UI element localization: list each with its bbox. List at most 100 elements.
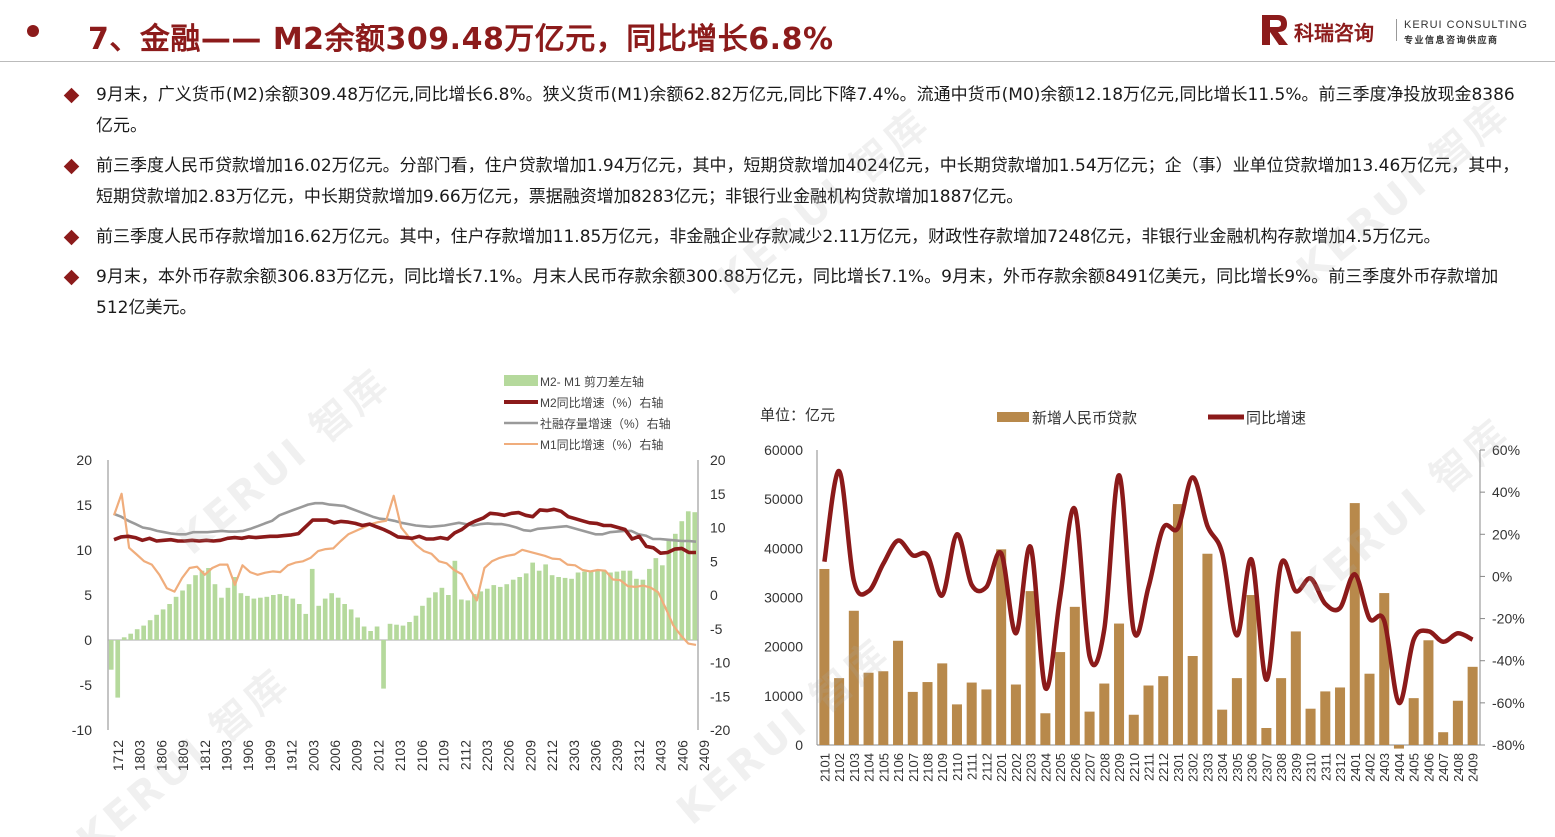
gap-bar [608, 572, 613, 640]
gap-bar [582, 571, 587, 640]
x-tick-label: 1712 [110, 740, 126, 771]
x-tick-label: 2404 [1392, 753, 1407, 782]
right-y-tick-label: -20 [710, 722, 730, 738]
right-y-tick-label: -10 [710, 655, 730, 671]
x-tick-label: 2106 [891, 753, 906, 782]
gap-bar [685, 511, 691, 640]
x-tick-label: 2212 [544, 740, 560, 771]
bullet-text: 9月末，广义货币(M2)余额309.48万亿元,同比增长6.8%。狭义货币(M1… [96, 85, 1515, 136]
loan-bar [1231, 678, 1242, 745]
right-y-tick-label: -15 [710, 688, 730, 704]
loan-bar [863, 672, 874, 745]
gap-bar [199, 570, 205, 640]
gap-bar [134, 629, 140, 640]
gap-bar [530, 562, 536, 640]
gap-bar [329, 593, 335, 640]
gap-bar [640, 579, 646, 640]
loan-bar [966, 682, 977, 745]
gap-bar [439, 587, 445, 640]
gap-bar [543, 564, 548, 640]
gap-bar [407, 622, 412, 640]
x-tick-label: 2306 [1245, 753, 1260, 782]
diamond-bullet-icon [63, 269, 80, 286]
loan-bar [1069, 606, 1080, 745]
gap-bar [348, 609, 354, 640]
x-tick-label: 1812 [197, 740, 213, 771]
right-y-tick-label: 20 [710, 452, 726, 468]
loan-bar [1335, 687, 1346, 745]
right-y-tick-label: 40% [1492, 484, 1520, 500]
x-tick-label: 2310 [1304, 753, 1319, 782]
loan-bar [1040, 713, 1051, 745]
x-tick-label: 2407 [1436, 753, 1451, 782]
x-tick-label: 2212 [1156, 753, 1171, 782]
x-tick-label: 2203 [1024, 753, 1039, 782]
gap-bar [193, 575, 198, 640]
x-tick-label: 2403 [1377, 753, 1392, 782]
loan-bar [893, 640, 904, 745]
gap-bar [167, 604, 172, 640]
title-dot-icon [27, 25, 39, 37]
loan-bar [996, 549, 1007, 745]
gap-bar [154, 614, 159, 640]
gap-bar [491, 585, 497, 640]
rmb-loans-chart: 0 10000 20000 30000 40000 50000 60000 -80% -60% -… [750, 390, 1550, 790]
gap-bar [433, 592, 438, 640]
x-tick-label: 2304 [1215, 753, 1230, 782]
x-tick-label: 2103 [392, 740, 408, 771]
logo-divider [1396, 19, 1397, 41]
gap-bar [368, 631, 373, 640]
social-financing-line [113, 501, 697, 543]
legend-label: M1同比增速（%）右轴 [540, 437, 663, 452]
loan-bar [1364, 673, 1375, 745]
gap-bar [342, 604, 347, 640]
x-tick-label: 2408 [1451, 753, 1466, 782]
gap-bar [322, 598, 328, 640]
gap-bar [549, 575, 555, 640]
right-y-tick-label: 5 [710, 553, 718, 569]
loan-bar [1055, 652, 1066, 745]
loan-bar [1408, 698, 1419, 745]
x-tick-label: 2208 [1097, 753, 1112, 782]
x-tick-label: 2311 [1318, 753, 1333, 781]
header-bar: 7、金融—— M2余额309.48万亿元，同比增长6.8% 科瑞咨询 KERUI… [0, 0, 1555, 62]
gap-bar [692, 512, 698, 640]
money-supply-chart: -10 -5 0 5 10 15 20 -20 -15 -10 -5 0 5 10 15 20 1712 1803… [60, 365, 740, 785]
bullet-item: 前三季度人民币贷款增加16.02万亿元。分部门看，住户贷款增加1.94万亿元，其… [63, 151, 1521, 213]
gap-bar [381, 640, 386, 689]
gap-bar [394, 624, 399, 640]
gap-bar [355, 617, 360, 640]
right-y-tick-label: 15 [710, 486, 726, 502]
x-tick-label: 2209 [522, 740, 538, 771]
x-tick-label: 2306 [587, 740, 603, 771]
x-tick-label: 2405 [1407, 753, 1422, 782]
x-tick-label: 1803 [132, 740, 148, 771]
gap-bar [290, 598, 296, 640]
x-tick-label: 2112 [457, 740, 473, 770]
m2-yoy-line [113, 507, 696, 555]
x-tick-label: 2309 [609, 740, 625, 771]
bullet-item: 前三季度人民币存款增加16.62万亿元。其中，住户存款增加11.85万亿元，非金… [63, 222, 1521, 253]
x-tick-label: 1903 [219, 740, 235, 771]
gap-bar [303, 613, 309, 640]
gap-bar [212, 584, 218, 640]
gap-bar [426, 597, 432, 640]
gap-bar [569, 578, 574, 640]
loan-bar [1217, 709, 1228, 745]
x-tick-label: 2107 [906, 753, 921, 782]
right-y-tick-label: 60% [1492, 442, 1520, 458]
x-tick-label: 1912 [284, 740, 300, 771]
x-tick-label: 2406 [1421, 753, 1436, 782]
loan-bar [1467, 666, 1478, 745]
loan-bar [951, 704, 962, 745]
loan-bar [1172, 504, 1183, 745]
m1-yoy-line [112, 492, 697, 646]
left-y-tick-label: 10 [76, 542, 92, 558]
x-tick-label: 2401 [1348, 753, 1363, 782]
gap-bar [128, 633, 134, 640]
gap-bar [471, 594, 477, 640]
gap-bar [595, 570, 600, 640]
diamond-bullet-icon [63, 87, 80, 104]
x-tick-label: 2402 [1363, 753, 1378, 782]
loan-bar [1305, 708, 1316, 745]
